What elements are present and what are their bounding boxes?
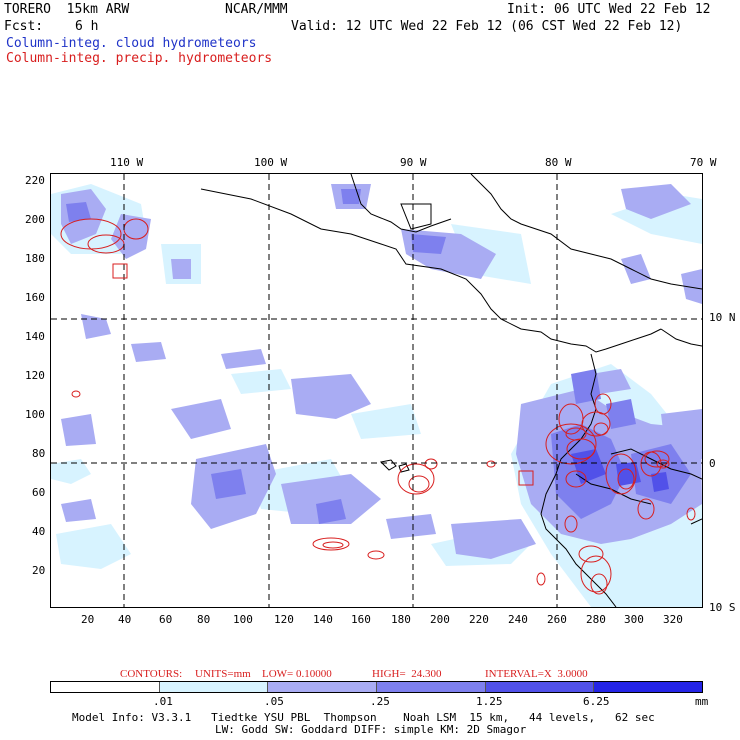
x-tick-260: 260 <box>547 613 567 626</box>
x-tick-320: 320 <box>663 613 683 626</box>
station-box <box>518 470 534 486</box>
contours-high: HIGH= 24.300 <box>372 668 442 680</box>
y-tick-120: 120 <box>25 369 45 382</box>
y-tick-20: 20 <box>32 564 46 577</box>
forecast-value: 6 h <box>75 19 99 34</box>
x-tick-20: 20 <box>81 613 95 626</box>
legend-colorbar <box>50 681 703 693</box>
y-tick-40: 40 <box>32 525 46 538</box>
legend-swatch-1 <box>159 682 269 692</box>
legend-label-001: .01 <box>153 695 173 708</box>
x-tick-100: 100 <box>233 613 253 626</box>
x-tick-220: 220 <box>469 613 489 626</box>
legend-swatch-5 <box>594 682 703 692</box>
model-info: Model Info: V3.3.1 Tiedtke YSU PBL Thomp… <box>72 711 655 724</box>
lat-label-0: 0 <box>709 457 716 470</box>
y-tick-140: 140 <box>25 330 45 343</box>
contours-label: CONTOURS: <box>120 668 183 680</box>
y-tick-220: 220 <box>25 174 45 187</box>
init-time: Init: 06 UTC Wed 22 Feb 12 <box>507 2 711 17</box>
precip-contours <box>60 218 696 595</box>
legend-swatch-4 <box>485 682 595 692</box>
station-box <box>112 263 128 279</box>
legend-swatch-3 <box>377 682 486 692</box>
legend-label-005: .05 <box>264 695 284 708</box>
x-tick-140: 140 <box>313 613 333 626</box>
x-tick-120: 120 <box>274 613 294 626</box>
x-tick-180: 180 <box>391 613 411 626</box>
legend-label-625: 6.25 <box>583 695 610 708</box>
x-tick-160: 160 <box>351 613 371 626</box>
lon-label-70w: 70 W <box>690 156 717 169</box>
contours-interval: INTERVAL=X 3.0000 <box>485 668 588 680</box>
organization: NCAR/MMM <box>225 2 288 17</box>
field-cloud-title: Column-integ. cloud hydrometeors <box>6 36 257 51</box>
x-tick-240: 240 <box>508 613 528 626</box>
y-tick-80: 80 <box>32 447 46 460</box>
legend-swatch-0 <box>51 682 160 692</box>
legend-unit: mm <box>695 695 709 708</box>
y-tick-180: 180 <box>25 252 45 265</box>
y-tick-100: 100 <box>25 408 45 421</box>
legend-label-125: 1.25 <box>476 695 503 708</box>
contours-units: UNITS=mm <box>195 668 251 680</box>
model-physics: LW: Godd SW: Goddard DIFF: simple KM: 2D… <box>215 723 527 736</box>
contours-low: LOW= 0.10000 <box>262 668 332 680</box>
legend-swatch-2 <box>268 682 378 692</box>
x-tick-60: 60 <box>159 613 173 626</box>
field-precip-title: Column-integ. precip. hydrometeors <box>6 51 273 66</box>
lon-label-110w: 110 W <box>110 156 144 169</box>
cloud-intense-patches <box>571 449 669 492</box>
y-tick-160: 160 <box>25 291 45 304</box>
x-tick-300: 300 <box>624 613 644 626</box>
legend-label-025: .25 <box>370 695 390 708</box>
lon-label-90w: 90 W <box>400 156 427 169</box>
x-tick-40: 40 <box>118 613 132 626</box>
x-tick-280: 280 <box>586 613 606 626</box>
map-canvas <box>51 174 702 607</box>
map-plot-area[interactable] <box>50 173 703 608</box>
lon-label-100w: 100 W <box>254 156 288 169</box>
model-name: TORERO 15km ARW <box>4 2 130 17</box>
graticule <box>51 174 702 607</box>
lat-label-10s: 10 S <box>709 601 736 614</box>
lat-label-10n: 10 N <box>709 311 736 324</box>
lon-label-80w: 80 W <box>545 156 572 169</box>
x-tick-80: 80 <box>197 613 211 626</box>
y-tick-60: 60 <box>32 486 46 499</box>
forecast-label: Fcst: <box>4 19 44 34</box>
x-tick-200: 200 <box>430 613 450 626</box>
valid-time: Valid: 12 UTC Wed 22 Feb 12 (06 CST Wed … <box>291 19 683 34</box>
y-tick-200: 200 <box>25 213 45 226</box>
